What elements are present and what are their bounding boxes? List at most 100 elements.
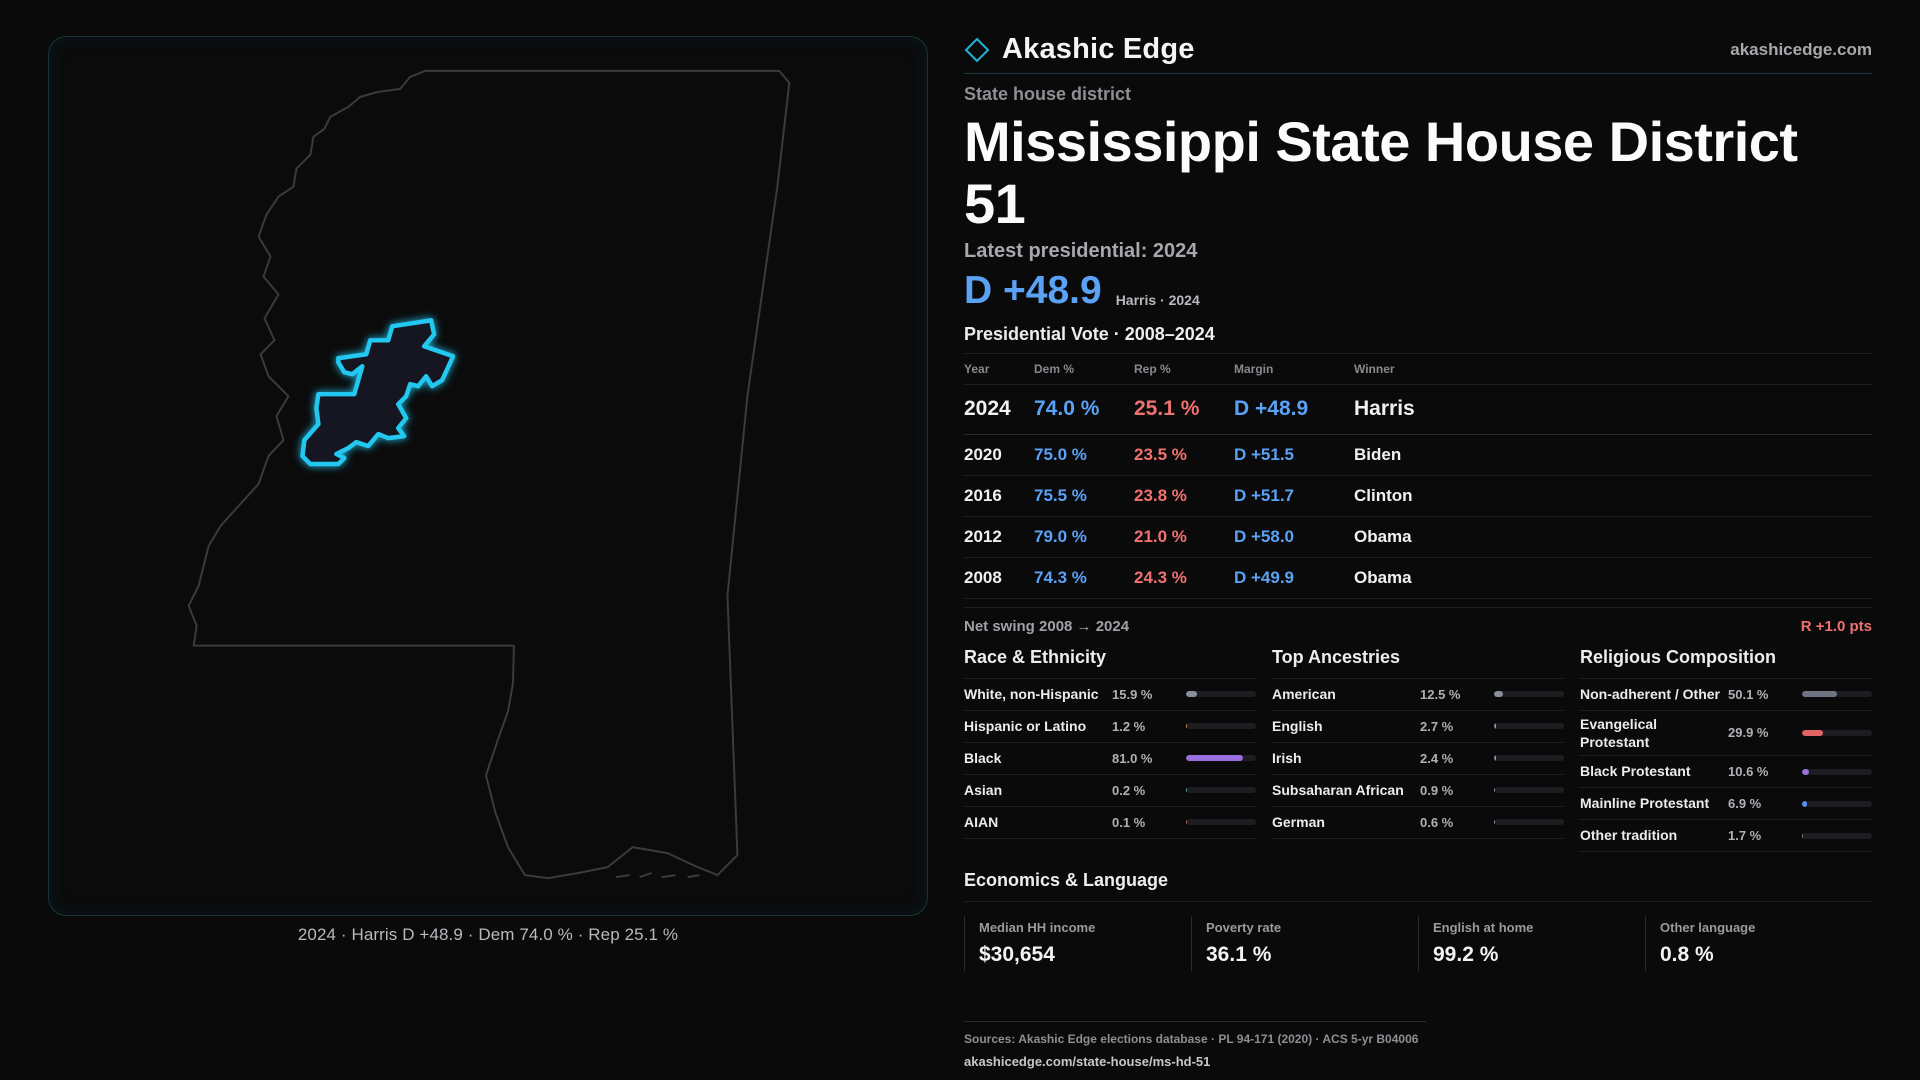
margin-cell: D +51.7 bbox=[1234, 475, 1354, 517]
share-bar-fill bbox=[1186, 691, 1198, 698]
winner-cell: Obama bbox=[1354, 516, 1872, 558]
item-value: 12.5 % bbox=[1420, 686, 1461, 702]
list-item: American 12.5 % bbox=[1272, 679, 1564, 711]
list-item: Evangelical Protestant 29.9 % bbox=[1580, 711, 1872, 757]
share-bar bbox=[1494, 787, 1564, 794]
page-title: Mississippi State House District 51 bbox=[964, 110, 1798, 235]
table-row: 2016 75.5 % 23.8 % D +51.7 Clinton bbox=[964, 475, 1872, 517]
share-bar-fill bbox=[1802, 832, 1804, 839]
share-bar bbox=[1802, 800, 1872, 807]
year-cell: 2012 bbox=[964, 516, 1034, 558]
stat-label: Poverty rate bbox=[1206, 920, 1282, 936]
dem-cell: 74.0 % bbox=[1034, 384, 1134, 435]
item-value: 50.1 % bbox=[1728, 686, 1769, 702]
share-bar bbox=[1802, 768, 1872, 775]
list-item: Subsaharan African 0.9 % bbox=[1272, 775, 1564, 807]
item-label: American bbox=[1272, 686, 1336, 703]
net-swing-value: R +1.0 pts bbox=[1800, 617, 1872, 635]
margin-note: Harris · 2024 bbox=[1115, 292, 1200, 309]
rep-cell: 23.8 % bbox=[1134, 475, 1234, 517]
presidential-table: Year Dem % Rep % Margin Winner 2024 74.0… bbox=[964, 354, 1872, 599]
headline-margin: D +48.9 Harris · 2024 bbox=[964, 271, 1872, 310]
map-caption: 2024 · Harris D +48.9 · Dem 74.0 % · Rep… bbox=[297, 925, 679, 944]
table-row: 2020 75.0 % 23.5 % D +51.5 Biden bbox=[964, 434, 1872, 476]
sources-text: Sources: Akashic Edge elections database… bbox=[964, 1032, 1419, 1047]
col-year-header: Year bbox=[964, 354, 1034, 385]
share-bar bbox=[1186, 691, 1256, 698]
stat-value: 99.2 % bbox=[1433, 943, 1499, 967]
latest-presidential-label: Latest presidential: 2024 bbox=[964, 240, 1198, 263]
economics-stats: Median HH income $30,654 Poverty rate 36… bbox=[964, 916, 1872, 972]
district-outline[interactable] bbox=[300, 318, 456, 467]
share-bar bbox=[1186, 755, 1256, 762]
margin-cell: D +48.9 bbox=[1234, 384, 1354, 435]
table-row: 2012 79.0 % 21.0 % D +58.0 Obama bbox=[964, 516, 1872, 558]
share-bar-fill bbox=[1802, 768, 1810, 775]
list-item: AIAN 0.1 % bbox=[964, 807, 1256, 839]
brand[interactable]: Akashic Edge bbox=[964, 33, 1195, 66]
rep-cell: 21.0 % bbox=[1134, 516, 1234, 558]
list-item: Asian 0.2 % bbox=[964, 775, 1256, 807]
race-heading: Race & Ethnicity bbox=[964, 647, 1256, 679]
brand-name: Akashic Edge bbox=[1002, 33, 1195, 65]
share-bar bbox=[1186, 787, 1256, 794]
list-item: English 2.7 % bbox=[1272, 711, 1564, 743]
winner-cell: Obama bbox=[1354, 557, 1872, 599]
state-map[interactable] bbox=[49, 37, 927, 915]
diamond-logo-icon bbox=[964, 37, 990, 62]
winner-cell: Clinton bbox=[1354, 475, 1872, 517]
item-label: Subsaharan African bbox=[1272, 782, 1404, 799]
coast-islands bbox=[615, 872, 700, 879]
table-row: 2024 74.0 % 25.1 % D +48.9 Harris bbox=[964, 384, 1872, 435]
table-header-row: Year Dem % Rep % Margin Winner bbox=[964, 354, 1872, 385]
item-label: Mainline Protestant bbox=[1580, 795, 1710, 812]
dem-cell: 79.0 % bbox=[1034, 516, 1134, 558]
item-value: 0.1 % bbox=[1112, 814, 1146, 830]
margin-cell: D +51.5 bbox=[1234, 434, 1354, 476]
stat-median-income: Median HH income $30,654 bbox=[964, 916, 1191, 972]
share-bar-fill bbox=[1494, 691, 1503, 698]
presidential-heading: Presidential Vote · 2008–2024 bbox=[964, 324, 1872, 355]
margin-cell: D +49.9 bbox=[1234, 557, 1354, 599]
brand-header: Akashic Edge akashicedge.com bbox=[964, 28, 1872, 74]
share-bar-fill bbox=[1494, 787, 1495, 794]
share-bar-fill bbox=[1802, 691, 1838, 698]
religion-section: Religious Composition Non-adherent / Oth… bbox=[1580, 647, 1872, 853]
item-value: 0.9 % bbox=[1420, 782, 1454, 798]
map-panel[interactable] bbox=[48, 36, 928, 916]
item-label: White, non-Hispanic bbox=[964, 686, 1099, 703]
year-cell: 2016 bbox=[964, 475, 1034, 517]
list-item: Black 81.0 % bbox=[964, 743, 1256, 775]
table-row: 2008 74.3 % 24.3 % D +49.9 Obama bbox=[964, 557, 1872, 599]
stat-poverty-rate: Poverty rate 36.1 % bbox=[1191, 916, 1418, 972]
stat-english-at-home: English at home 99.2 % bbox=[1418, 916, 1645, 972]
item-value: 15.9 % bbox=[1112, 686, 1153, 702]
dem-cell: 75.0 % bbox=[1034, 434, 1134, 476]
col-dem-header: Dem % bbox=[1034, 354, 1134, 385]
stat-value: 0.8 % bbox=[1660, 943, 1714, 967]
list-item: German 0.6 % bbox=[1272, 807, 1564, 839]
share-bar bbox=[1802, 691, 1872, 698]
share-bar-fill bbox=[1494, 755, 1496, 762]
item-label: Asian bbox=[964, 782, 1003, 799]
margin-value: D +48.9 bbox=[964, 269, 1102, 313]
stat-label: English at home bbox=[1433, 920, 1534, 936]
share-bar bbox=[1186, 819, 1256, 826]
stat-label: Other language bbox=[1660, 920, 1756, 936]
permalink[interactable]: akashicedge.com/state-house/ms-hd-51 bbox=[964, 1054, 1211, 1070]
col-margin-header: Margin bbox=[1234, 354, 1354, 385]
share-bar-fill bbox=[1186, 723, 1187, 730]
rep-cell: 23.5 % bbox=[1134, 434, 1234, 476]
share-bar bbox=[1802, 729, 1872, 736]
item-label: Irish bbox=[1272, 750, 1302, 767]
stat-value: $30,654 bbox=[979, 943, 1055, 967]
item-value: 1.2 % bbox=[1112, 718, 1146, 734]
item-value: 29.9 % bbox=[1728, 725, 1769, 741]
col-rep-header: Rep % bbox=[1134, 354, 1234, 385]
net-swing-label: Net swing 2008 → 2024 bbox=[964, 617, 1130, 635]
brand-url-link[interactable]: akashicedge.com bbox=[1730, 39, 1872, 59]
religion-heading: Religious Composition bbox=[1580, 647, 1872, 679]
item-label: Black bbox=[964, 750, 1002, 767]
state-outline bbox=[187, 69, 791, 880]
item-value: 81.0 % bbox=[1112, 750, 1153, 766]
